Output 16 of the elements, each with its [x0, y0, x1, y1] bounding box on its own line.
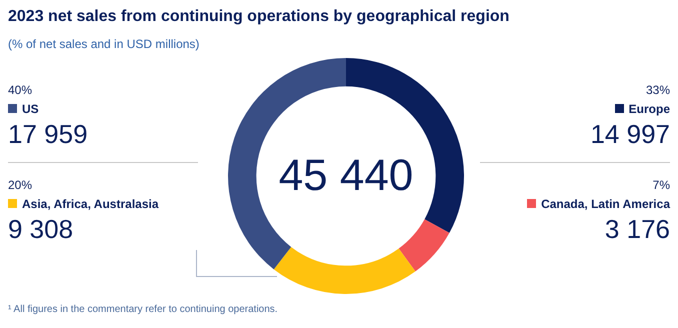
legend-label: US: [22, 102, 39, 116]
data-label: 17 959: [8, 119, 89, 150]
legend-label: Europe: [628, 102, 670, 116]
text: 33%: [646, 83, 670, 97]
text: 45 440: [278, 150, 414, 202]
chart-title: 2023 net sales from continuing operations by geographical region: [8, 8, 510, 26]
data-label: 9 308: [8, 214, 74, 245]
data-label: 14 997: [589, 119, 670, 150]
legend-label: Asia, Africa, Australasia: [22, 197, 159, 211]
data-label: 3 176: [604, 214, 670, 245]
text: 40%: [8, 83, 32, 97]
legend-label: Canada, Latin America: [541, 197, 670, 211]
text: ¹ All figures in the commentary refer to continuing operations.: [8, 304, 278, 315]
chart-subtitle: (% of net sales and in USD millions): [8, 37, 200, 51]
text: 20%: [8, 178, 32, 192]
text: 7%: [652, 178, 670, 192]
